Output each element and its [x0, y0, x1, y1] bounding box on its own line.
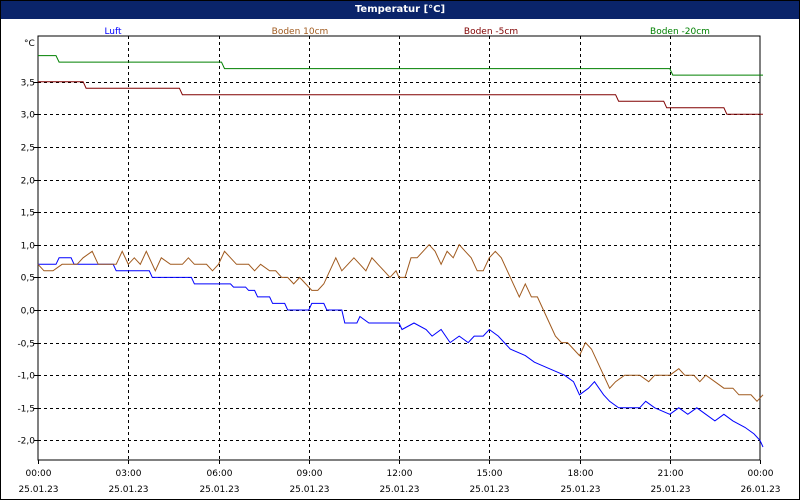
x-tick-time: 00:00: [748, 469, 774, 479]
y-tick-label: 3,5: [21, 79, 35, 89]
x-tick-time: 00:00: [26, 469, 52, 479]
x-tick-date: 25.01.23: [560, 485, 600, 495]
series-line-4: [38, 55, 763, 76]
x-tick-date: 26.01.23: [740, 485, 780, 495]
x-tick-date: 25.01.23: [199, 485, 239, 495]
x-tick-date: 25.01.23: [379, 485, 419, 495]
x-tick-date: 25.01.23: [289, 485, 329, 495]
axes: [34, 35, 761, 464]
legend: Luft Boden 10cm Boden -5cm Boden -20cm: [104, 27, 710, 37]
legend-entry: Boden -5cm: [464, 27, 518, 37]
series-line-2: [37, 243, 764, 403]
x-tick-time: 15:00: [477, 469, 503, 479]
y-tick-label: 2,0: [21, 177, 36, 187]
chart-title: Temperatur [°C]: [1, 1, 799, 19]
x-tick-time: 21:00: [658, 469, 684, 479]
y-tick-label: -1,5: [17, 405, 35, 415]
x-tick-time: 09:00: [297, 469, 323, 479]
y-axis-unit: °C: [24, 39, 35, 49]
grid: [38, 36, 760, 460]
x-tick-date: 25.01.23: [469, 485, 509, 495]
tick-labels: 3,5 3,0 2,5 2,0 1,5 1,0 0,5 0,0 -0,5 -1,0 -1,5 -2,0…: [17, 39, 780, 495]
x-tick-time: 06:00: [207, 469, 233, 479]
series-line-1: [38, 257, 764, 448]
y-tick-label: 1,0: [21, 242, 36, 252]
legend-entry: Boden -20cm: [650, 27, 710, 37]
y-tick-label: 1,5: [21, 209, 35, 219]
y-tick-label: -1,0: [17, 372, 35, 382]
x-tick-time: 03:00: [116, 469, 142, 479]
x-tick-date: 25.01.23: [108, 485, 148, 495]
y-tick-label: 0,5: [21, 274, 35, 284]
x-tick-date: 25.01.23: [650, 485, 690, 495]
x-tick-time: 12:00: [387, 469, 413, 479]
y-tick-label: 3,0: [21, 111, 36, 121]
series-line-3: [38, 81, 763, 115]
x-tick-date: 25.01.23: [18, 485, 58, 495]
y-tick-label: 2,5: [21, 144, 35, 154]
y-tick-label: 0,0: [21, 307, 36, 317]
series-lines: [37, 55, 764, 448]
y-tick-label: -0,5: [17, 340, 35, 350]
legend-entry: Luft: [104, 27, 122, 37]
y-tick-label: -2,0: [17, 437, 35, 447]
legend-entry: Boden 10cm: [272, 27, 329, 37]
x-tick-time: 18:00: [568, 469, 594, 479]
